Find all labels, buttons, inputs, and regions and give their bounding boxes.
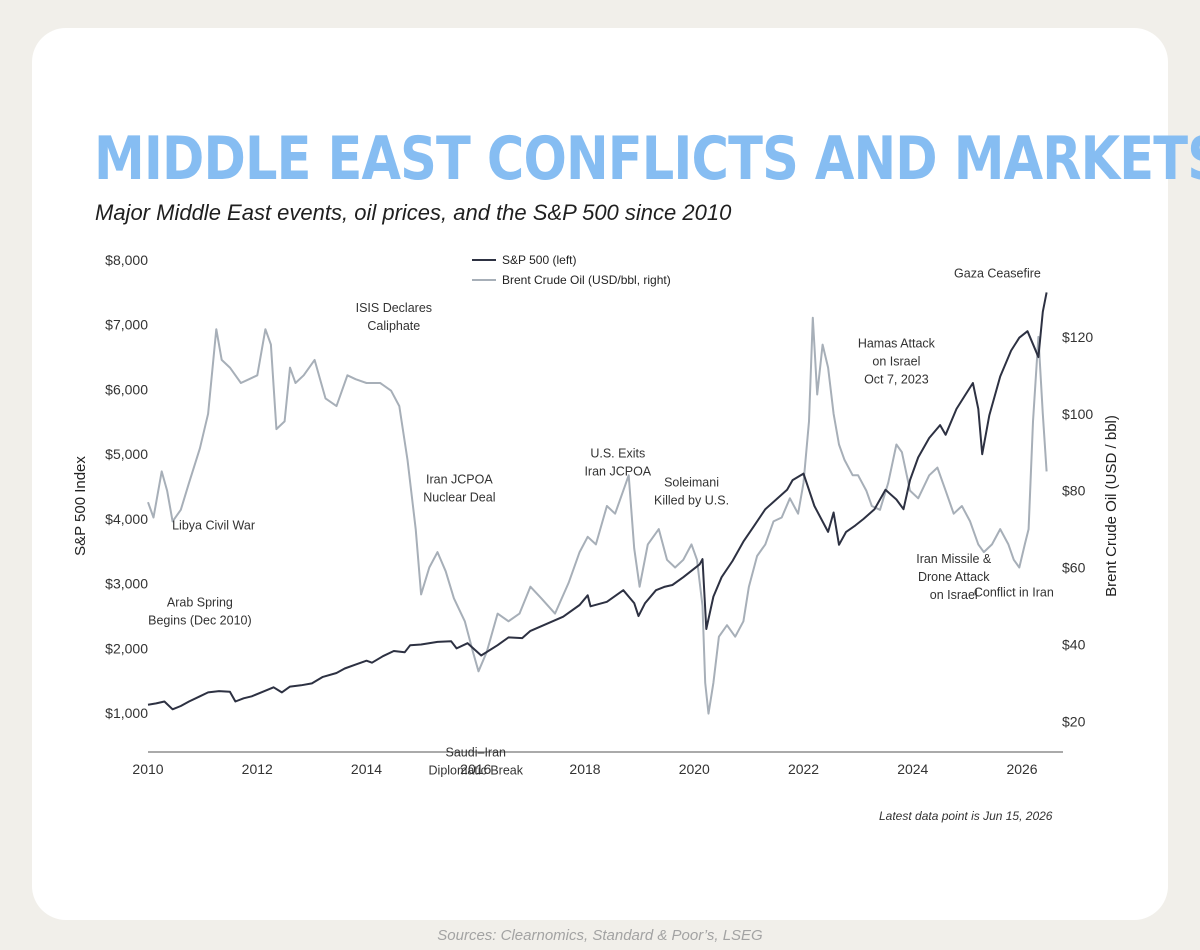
y-left-tick-label: $5,000 [105,446,148,462]
event-annotation: Hamas Attack on Israel Oct 7, 2023 [858,336,936,386]
x-tick-label: 2010 [132,761,163,777]
y-right-tick-label: $120 [1062,329,1093,345]
event-annotation: Soleimani Killed by U.S. [654,476,729,508]
y-left-tick-label: $3,000 [105,576,148,592]
page-title: MIDDLE EAST CONFLICTS AND MARKETS [94,124,1200,194]
event-annotation: Libya Civil War [172,518,255,532]
chart-card [32,28,1168,920]
y-right-tick-label: $40 [1062,636,1086,652]
sp500-series-line [147,292,1048,711]
dual-axis-line-chart: 2010 2012 2014 2016 2018 2020 2022 2024 2026 $1,0… [72,252,1120,778]
event-annotation: ISIS Declares Caliphate [356,301,432,333]
x-tick-label: 2020 [679,761,710,777]
event-annotation: Iran JCPOA Nuclear Deal [423,472,495,504]
latest-data-note: Latest data point is Jun 15, 2026 [879,809,1053,823]
page-subtitle: Major Middle East events, oil prices, an… [95,200,732,225]
x-tick-label: 2014 [351,761,382,777]
event-annotation: Iran Missile & Drone Attack on Israel [916,552,992,602]
y-right-tick-label: $60 [1062,560,1086,576]
event-annotation: Gaza Ceasefire [954,266,1041,280]
y-left-tick-label: $6,000 [105,381,148,397]
y-left-tick-label: $2,000 [105,640,148,656]
brent-series-line [147,316,1048,715]
event-annotation: Conflict in Iran [974,586,1054,600]
x-tick-label: 2018 [569,761,600,777]
y-left-tick-label: $7,000 [105,317,148,333]
y-left-tick-label: $1,000 [105,705,148,721]
y-left-tick-label: $4,000 [105,511,148,527]
x-tick-label: 2016 [460,761,491,777]
y-right-axis-title: Brent Crude Oil (USD / bbl) [1103,415,1120,597]
sources-caption: Sources: Clearnomics, Standard & Poor’s,… [437,927,763,944]
legend-label: Brent Crude Oil (USD/bbl, right) [502,273,671,287]
y-right-tick-label: $100 [1062,406,1093,422]
event-annotation: Arab Spring Begins (Dec 2010) [148,595,252,627]
x-tick-label: 2024 [897,761,928,777]
x-tick-label: 2022 [788,761,819,777]
y-left-tick-label: $8,000 [105,252,148,268]
x-tick-label: 2012 [242,761,273,777]
event-annotation: U.S. Exits Iran JCPOA [584,446,651,478]
event-annotation: Saudi–Iran Diplomatic Break [429,746,524,778]
y-left-axis-title: S&P 500 Index [72,456,89,556]
x-tick-label: 2026 [1006,761,1037,777]
y-right-tick-label: $20 [1062,713,1086,729]
y-right-tick-label: $80 [1062,483,1086,499]
legend-label: S&P 500 (left) [502,253,576,267]
